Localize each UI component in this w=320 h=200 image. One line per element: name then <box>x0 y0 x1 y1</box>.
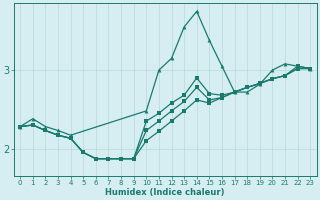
X-axis label: Humidex (Indice chaleur): Humidex (Indice chaleur) <box>106 188 225 197</box>
